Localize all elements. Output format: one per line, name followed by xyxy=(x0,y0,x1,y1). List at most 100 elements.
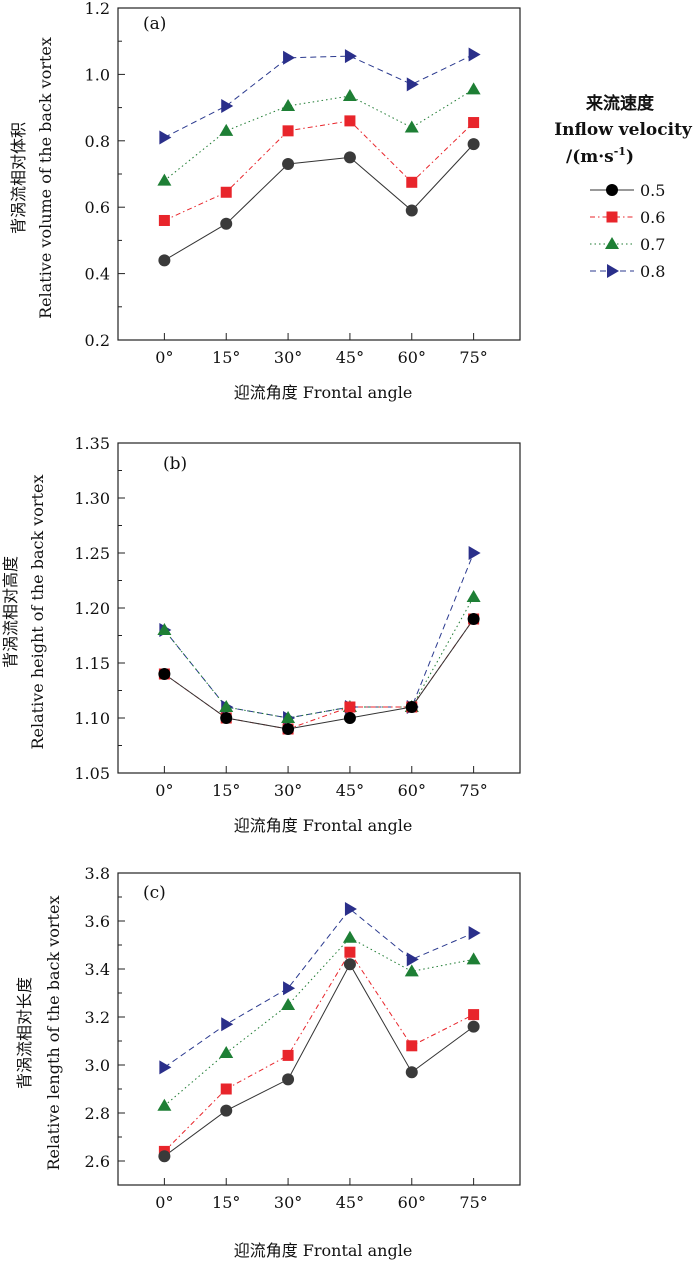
y-tick-label: 0.2 xyxy=(85,331,110,350)
y-tick-label: 1.0 xyxy=(85,65,110,84)
series-line-0.7 xyxy=(164,937,474,1107)
data-point-0.5 xyxy=(158,1150,171,1163)
data-point-0.5 xyxy=(467,1020,480,1033)
y-axis-title-cn: 背涡流相对长度 xyxy=(15,977,34,1089)
series-line-0.7 xyxy=(163,596,475,719)
data-point-0.7 xyxy=(281,98,296,111)
data-point-0.6 xyxy=(406,1040,418,1052)
series-line-0.8 xyxy=(164,54,474,138)
x-tick-label: 60° xyxy=(398,1193,426,1212)
panel-2: 1.05 1.10 1.15 1.20 1.25 1.30 1.35 0° 15° 30° 45° 6… xyxy=(1,434,521,835)
x-tick-label: 60° xyxy=(398,348,426,367)
data-point-0.7 xyxy=(342,930,357,943)
legend-title-en: Inflow velocity xyxy=(554,120,693,140)
data-point-0.8 xyxy=(221,98,234,113)
legend-marker-0.6 xyxy=(606,211,618,223)
data-point-0.6 xyxy=(468,1009,480,1021)
data-point-0.7 xyxy=(219,700,234,712)
x-tick-label: 15° xyxy=(212,348,240,367)
plot-frame xyxy=(117,7,521,341)
series-line-0.5 xyxy=(164,143,474,261)
data-point-0.8 xyxy=(344,49,357,64)
data-point-0.5 xyxy=(282,1073,295,1086)
x-tick-label: 30° xyxy=(274,781,302,800)
data-point-0.5 xyxy=(220,712,233,724)
data-point-0.6 xyxy=(344,946,356,958)
data-point-0.5 xyxy=(158,668,171,680)
plot-frame xyxy=(117,872,521,1186)
legend-marker-0.8 xyxy=(607,264,619,278)
y-tick-label: 3.6 xyxy=(85,912,110,931)
y-tick-label: 1.25 xyxy=(74,544,110,563)
legend: 来流速度 Inflow velocity /(m·s-1) 0.5 0.6 0.7 0.8 xyxy=(554,93,693,281)
data-point-0.6 xyxy=(282,125,294,137)
data-point-0.8 xyxy=(406,952,419,967)
legend-marker-0.7 xyxy=(605,237,619,249)
y-tick-label: 2.6 xyxy=(85,1152,110,1171)
y-tick-label: 1.2 xyxy=(85,0,110,18)
series-line-0.8 xyxy=(163,552,475,719)
data-point-0.7 xyxy=(157,173,172,186)
x-tick-label: 30° xyxy=(274,348,302,367)
data-point-0.8 xyxy=(344,902,357,916)
data-point-0.7 xyxy=(157,623,172,635)
data-point-0.8 xyxy=(283,50,296,65)
x-tick-label: 60° xyxy=(398,781,426,800)
data-point-0.8 xyxy=(468,926,481,940)
y-tick-label: 1.10 xyxy=(74,709,110,728)
panel-label: (b) xyxy=(163,454,187,474)
data-point-0.5 xyxy=(405,1066,418,1079)
legend-label-0.5: 0.5 xyxy=(640,181,665,200)
data-point-0.5 xyxy=(220,1104,233,1117)
panel-label: (c) xyxy=(143,883,166,903)
y-tick-label: 0.4 xyxy=(85,265,110,284)
y-axis-title-en: Relative volume of the back vortex xyxy=(36,37,55,319)
data-point-0.5 xyxy=(343,151,356,164)
legend-label-0.7: 0.7 xyxy=(640,235,665,254)
x-tick-label: 75° xyxy=(459,1193,487,1212)
data-point-0.7 xyxy=(466,952,481,965)
y-tick-label: 1.20 xyxy=(74,599,110,618)
data-point-0.5 xyxy=(220,217,233,230)
data-point-0.8 xyxy=(468,546,481,560)
panel-3: 2.6 2.8 3.0 3.2 3.4 3.6 3.8 0° 15° 30° 45° 60° 75° (c… xyxy=(15,864,521,1260)
data-point-0.7 xyxy=(219,1046,234,1058)
data-point-0.5 xyxy=(405,204,418,217)
y-tick-label: 0.8 xyxy=(85,132,110,151)
data-point-0.8 xyxy=(283,981,296,996)
y-tick-label: 2.8 xyxy=(85,1104,110,1123)
y-tick-label: 1.30 xyxy=(74,489,110,508)
data-point-0.7 xyxy=(404,964,419,977)
data-point-0.7 xyxy=(157,1098,172,1111)
x-tick-label: 0° xyxy=(155,1193,173,1212)
y-axis-title-en: Relative length of the back vortex xyxy=(44,896,63,1171)
x-tick-label: 75° xyxy=(459,781,487,800)
data-point-0.8 xyxy=(468,47,481,62)
legend-title-unit: /(m·s-1) xyxy=(566,145,634,167)
legend-title-cn: 来流速度 xyxy=(585,93,655,114)
y-tick-label: 0.6 xyxy=(85,198,110,217)
data-point-0.5 xyxy=(343,712,356,724)
legend-label-0.6: 0.6 xyxy=(640,208,665,227)
data-point-0.8 xyxy=(159,130,172,145)
x-axis-title: 迎流角度 Frontal angle xyxy=(234,1241,413,1260)
x-tick-label: 45° xyxy=(336,781,364,800)
y-tick-label: 1.05 xyxy=(74,764,110,783)
y-tick-label: 3.4 xyxy=(85,960,110,979)
data-point-0.5 xyxy=(467,613,480,625)
data-point-0.5 xyxy=(343,958,356,971)
x-tick-label: 15° xyxy=(212,1193,240,1212)
y-tick-label: 3.8 xyxy=(85,864,110,883)
series-line-0.6 xyxy=(164,951,474,1152)
data-point-0.6 xyxy=(344,701,356,713)
y-tick-label: 1.35 xyxy=(74,434,110,453)
data-point-0.6 xyxy=(158,214,170,226)
data-point-0.7 xyxy=(281,711,296,723)
data-point-0.6 xyxy=(282,1049,294,1061)
data-point-0.5 xyxy=(467,138,480,151)
legend-marker-0.5 xyxy=(606,184,618,196)
data-point-0.7 xyxy=(342,88,357,101)
y-axis-title-en: Relative height of the back vortex xyxy=(28,475,47,750)
x-tick-label: 0° xyxy=(155,781,173,800)
